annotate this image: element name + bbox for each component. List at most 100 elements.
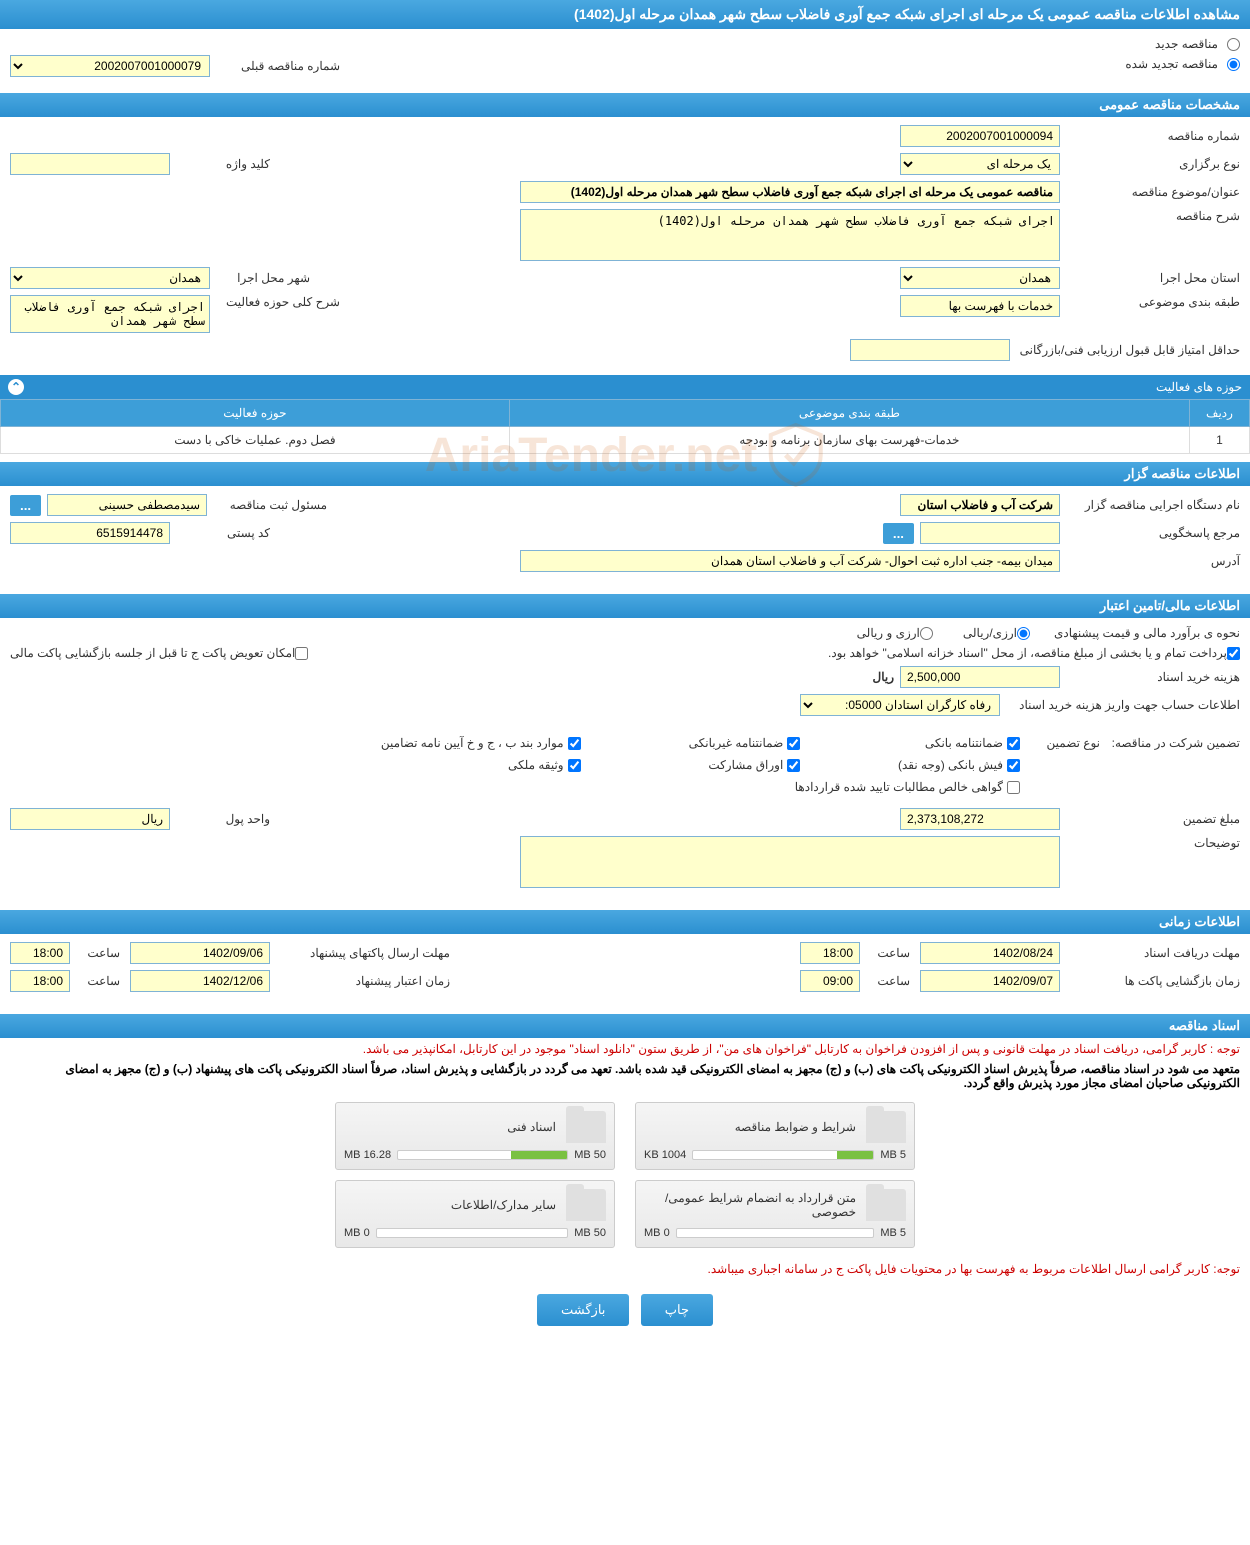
- open-label: زمان بازگشایی پاکت ها: [1060, 974, 1240, 988]
- print-button[interactable]: چاپ: [641, 1294, 713, 1326]
- activity-scope-textarea[interactable]: [10, 295, 210, 333]
- desc-textarea[interactable]: [520, 209, 1060, 261]
- address-input[interactable]: [520, 550, 1060, 572]
- category-input[interactable]: [900, 295, 1060, 317]
- section-timing: اطلاعات زمانی: [0, 910, 1250, 934]
- tender-renewed-label: مناقصه تجدید شده: [1125, 57, 1218, 71]
- doc-used-3: 0 MB: [344, 1227, 370, 1239]
- g-receipt-checkbox[interactable]: [1007, 759, 1020, 772]
- folder-icon: [566, 1189, 606, 1221]
- money-unit-input[interactable]: [10, 808, 170, 830]
- keyword-input[interactable]: [10, 153, 170, 175]
- open-time-input[interactable]: [800, 970, 860, 992]
- progress-bar: [692, 1150, 874, 1160]
- receive-time-input[interactable]: [800, 942, 860, 964]
- account-label: اطلاعات حساب جهت واریز هزینه خرید اسناد: [1000, 698, 1240, 712]
- activity-table: ردیف طبقه بندی موضوعی حوزه فعالیت 1 خدما…: [0, 399, 1250, 454]
- receive-date-input[interactable]: [920, 942, 1060, 964]
- g-claims-checkbox[interactable]: [1007, 781, 1020, 794]
- g-nonbank-label: ضمانتنامه غیربانکی: [689, 736, 784, 750]
- back-button[interactable]: بازگشت: [537, 1294, 629, 1326]
- docs-note2: متعهد می شود در اسناد مناقصه، صرفاً پذیر…: [0, 1060, 1250, 1092]
- replace-note: امکان تعویض پاکت ج تا قبل از جلسه بازگشا…: [10, 646, 295, 660]
- activity-header: حوزه های فعالیت ⌃: [0, 375, 1250, 399]
- doc-cost-input[interactable]: [900, 666, 1060, 688]
- collapse-icon[interactable]: ⌃: [8, 379, 24, 395]
- arzi-va-riyali-label: ارزی و ریالی: [857, 626, 920, 640]
- account-select[interactable]: رفاه کارگران استادان 05000:: [800, 694, 1000, 716]
- g-property-label: وثیقه ملکی: [508, 758, 564, 772]
- subject-input[interactable]: [520, 181, 1060, 203]
- doc-used-1: 16.28 MB: [344, 1149, 391, 1161]
- replace-checkbox[interactable]: [295, 647, 308, 660]
- tender-new-radio[interactable]: مناقصه جدید: [10, 37, 1240, 51]
- g-items-checkbox[interactable]: [568, 737, 581, 750]
- guarantee-amount-input[interactable]: [900, 808, 1060, 830]
- notes-textarea[interactable]: [520, 836, 1060, 888]
- doc-item-1[interactable]: اسناد فنی 50 MB 16.28 MB: [335, 1102, 615, 1170]
- g-claims-label: گواهی خالص مطالبات تایید شده قراردادها: [795, 780, 1003, 794]
- submit-date-input[interactable]: [130, 942, 270, 964]
- folder-icon: [866, 1189, 906, 1221]
- doc-item-2[interactable]: متن قرارداد به انضمام شرایط عمومی/خصوصی …: [635, 1180, 915, 1248]
- g-bank-checkbox[interactable]: [1007, 737, 1020, 750]
- progress-bar: [397, 1150, 568, 1160]
- contact-browse-button[interactable]: ...: [883, 523, 914, 544]
- registrar-browse-button[interactable]: ...: [10, 495, 41, 516]
- section-tenderer: اطلاعات مناقصه گزار: [0, 462, 1250, 486]
- activity-scope-label: شرح کلی حوزه فعالیت: [210, 295, 340, 309]
- guarantee-type-label: نوع تضمین: [1020, 736, 1100, 750]
- hold-type-select[interactable]: یک مرحله ای: [900, 153, 1060, 175]
- city-label: شهر محل اجرا: [210, 271, 310, 285]
- tender-renewed-radio[interactable]: مناقصه تجدید شده: [1125, 57, 1240, 71]
- g-items-label: موارد بند ب ، ج و خ آیین نامه تضامین: [381, 736, 564, 750]
- province-select[interactable]: همدان: [900, 267, 1060, 289]
- contact-label: مرجع پاسخگویی: [1060, 526, 1240, 540]
- docs-bottom-note: توجه: کاربر گرامی ارسال اطلاعات مربوط به…: [0, 1258, 1250, 1280]
- doc-item-0[interactable]: شرایط و ضوابط مناقصه 5 MB 1004 KB: [635, 1102, 915, 1170]
- guarantee-label: تضمین شرکت در مناقصه:: [1100, 736, 1240, 750]
- postal-label: کد پستی: [170, 526, 270, 540]
- number-input[interactable]: [900, 125, 1060, 147]
- money-unit-label: واحد پول: [170, 812, 270, 826]
- g-bonds-checkbox[interactable]: [787, 759, 800, 772]
- time-label-2: ساعت: [70, 946, 120, 960]
- desc-label: شرح مناقصه: [1060, 209, 1240, 223]
- doc-cost-label: هزینه خرید اسناد: [1060, 670, 1240, 684]
- time-label-4: ساعت: [70, 974, 120, 988]
- table-row: 1 خدمات-فهرست بهای سازمان برنامه و بودجه…: [1, 427, 1250, 454]
- guarantee-amount-label: مبلغ تضمین: [1060, 812, 1240, 826]
- registrar-input[interactable]: [47, 494, 207, 516]
- doc-title-1: اسناد فنی: [344, 1120, 556, 1134]
- prev-number-label: شماره مناقصه قبلی: [210, 59, 340, 73]
- section-docs: اسناد مناقصه: [0, 1014, 1250, 1038]
- doc-title-2: متن قرارداد به انضمام شرایط عمومی/خصوصی: [644, 1191, 856, 1219]
- arzi-va-riyali-radio[interactable]: [920, 627, 933, 640]
- city-select[interactable]: همدان: [10, 267, 210, 289]
- postal-input[interactable]: [10, 522, 170, 544]
- folder-icon: [566, 1111, 606, 1143]
- progress-bar: [676, 1228, 875, 1238]
- min-score-input[interactable]: [850, 339, 1010, 361]
- prev-number-select[interactable]: 2002007001000079: [10, 55, 210, 77]
- submit-time-input[interactable]: [10, 942, 70, 964]
- page-title: مشاهده اطلاعات مناقصه عمومی یک مرحله ای …: [0, 0, 1250, 29]
- keyword-label: کلید واژه: [170, 157, 270, 171]
- contact-input[interactable]: [920, 522, 1060, 544]
- g-property-checkbox[interactable]: [568, 759, 581, 772]
- validity-date-input[interactable]: [130, 970, 270, 992]
- g-nonbank-checkbox[interactable]: [787, 737, 800, 750]
- validity-time-input[interactable]: [10, 970, 70, 992]
- section-financial: اطلاعات مالی/تامین اعتبار: [0, 594, 1250, 618]
- col-row: ردیف: [1190, 400, 1250, 427]
- arzi-riyali-radio[interactable]: [1017, 627, 1030, 640]
- open-date-input[interactable]: [920, 970, 1060, 992]
- g-bonds-label: اوراق مشارکت: [708, 758, 783, 772]
- doc-item-3[interactable]: سایر مدارک/اطلاعات 50 MB 0 MB: [335, 1180, 615, 1248]
- doc-title-0: شرایط و ضوابط مناقصه: [644, 1120, 856, 1134]
- receive-label: مهلت دریافت اسناد: [1060, 946, 1240, 960]
- org-input[interactable]: [900, 494, 1060, 516]
- doc-used-2: 0 MB: [644, 1227, 670, 1239]
- g-receipt-label: فیش بانکی (وجه نقد): [898, 758, 1003, 772]
- payment-checkbox[interactable]: [1227, 647, 1240, 660]
